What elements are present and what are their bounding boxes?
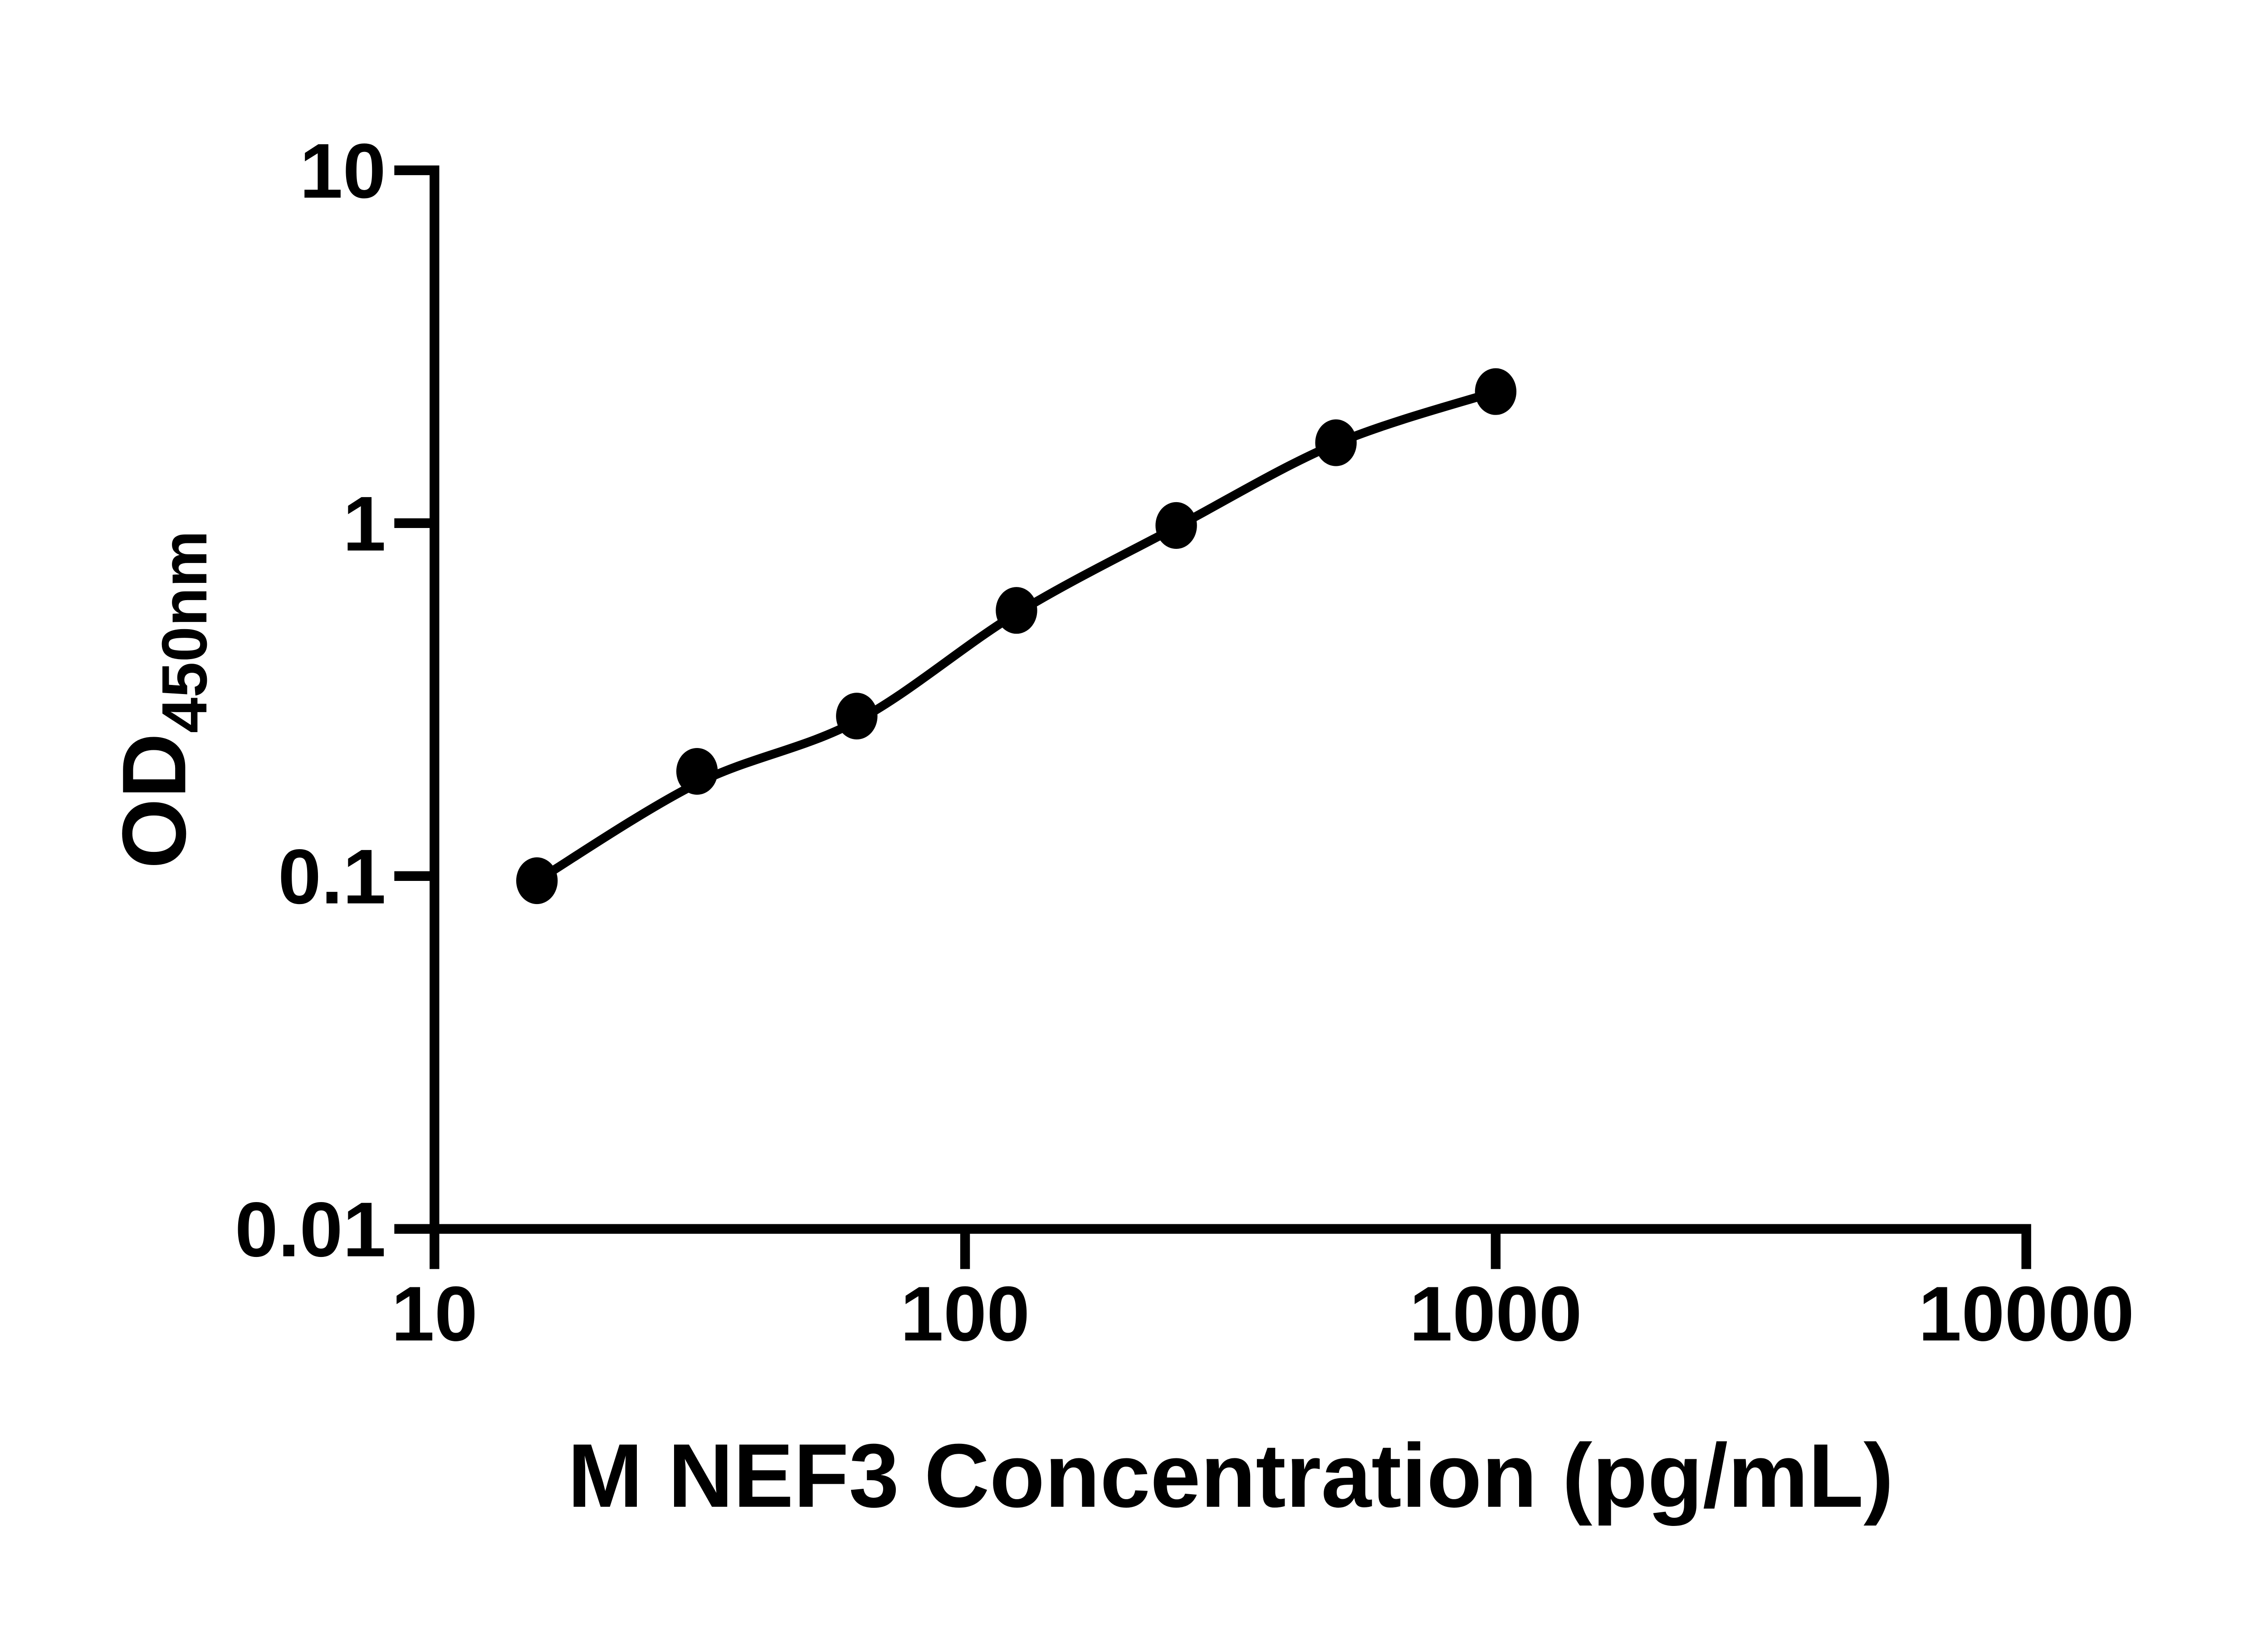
x-tick-label: 100: [900, 1271, 1030, 1357]
y-axis-title: OD450nm: [104, 530, 220, 869]
data-point-marker: [516, 857, 558, 905]
tick-labels: 0.01 0.1 1 10 10 100 1000 10000: [235, 128, 2134, 1357]
y-axis-title-base: OD: [104, 733, 205, 869]
axis-lines-and-ticks: [394, 165, 2031, 1269]
y-tick-label: 0.01: [235, 1186, 386, 1273]
data-point-marker: [1155, 502, 1197, 549]
y-tick-label: 1: [343, 481, 386, 567]
axes: [394, 165, 2031, 1269]
standard-curve-line: [532, 387, 1501, 885]
y-tick-label: 0.1: [278, 834, 386, 920]
y-tick-label: 10: [299, 128, 386, 215]
x-tick-label: 10: [391, 1271, 478, 1357]
data-point-marker: [996, 587, 1037, 634]
x-tick-label: 10000: [1918, 1271, 2134, 1357]
data-point-marker: [1315, 419, 1357, 466]
data-point-marker: [1475, 368, 1517, 415]
data-points: [516, 368, 1517, 905]
x-axis-title: M NEF3 Concentration (pg/mL): [567, 1426, 1893, 1526]
data-point-marker: [836, 693, 878, 740]
x-tick-label: 1000: [1409, 1271, 1582, 1357]
data-point-marker: [676, 748, 718, 795]
y-axis-title-subscript: 450nm: [148, 530, 220, 733]
fit-curve: [532, 387, 1501, 885]
